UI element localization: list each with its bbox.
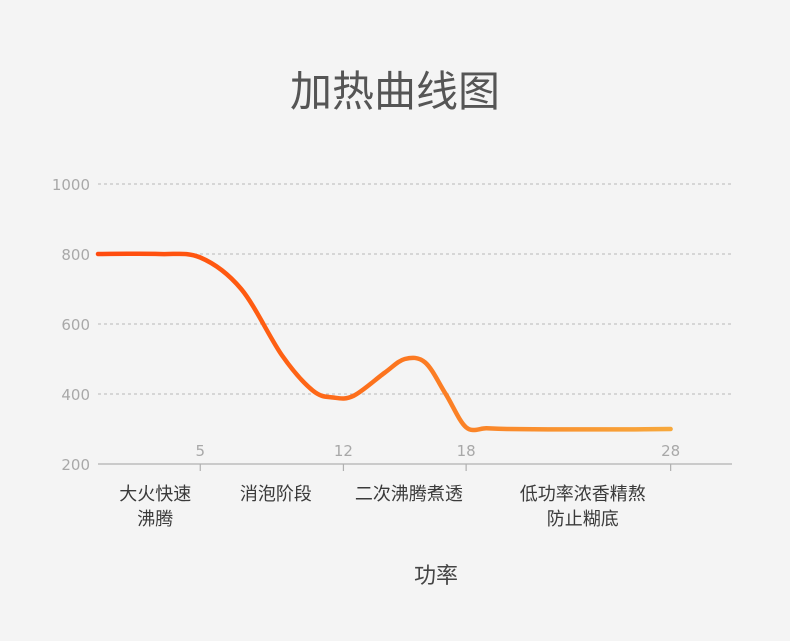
x-tick-label: 28 [661,442,680,460]
phase-label: 沸腾 [137,509,173,530]
series-line-power [95,251,673,433]
y-tick-label: 600 [61,316,90,334]
phase-label: 消泡阶段 [240,484,312,505]
y-tick-label: 400 [61,386,90,404]
phase-label: 防止糊底 [547,509,619,530]
x-tick-label: 5 [195,442,205,460]
legend: 功率 [328,564,458,589]
x-axis-ticks: 5 12 18 28 [195,442,680,471]
y-axis-ticks: 200 400 600 800 1000 [52,176,90,474]
grid-lines [98,183,732,395]
y-tick-label: 1000 [52,176,90,194]
x-tick-label: 12 [334,442,353,460]
x-tick-label: 18 [457,442,476,460]
phase-label: 二次沸腾煮透 [355,484,463,505]
y-tick-label: 200 [61,456,90,474]
phase-label: 低功率浓香精熬 [520,484,646,505]
y-tick-label: 800 [61,246,90,264]
legend-label: 功率 [414,564,458,589]
phase-label: 大火快速 [119,484,191,505]
chart-title: 加热曲线图 [290,67,500,116]
